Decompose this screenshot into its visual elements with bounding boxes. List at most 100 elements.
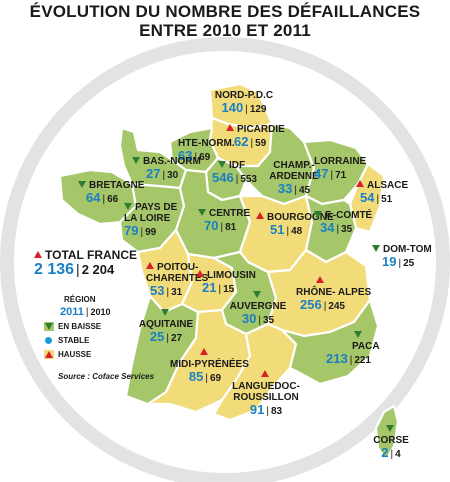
region-name: MIDI-PYRÉNÉES xyxy=(170,359,249,370)
region-label-idf: IDF 546 | 553 xyxy=(212,160,257,185)
region-label-aquitaine: AQUITAINE 25 | 27 xyxy=(136,308,196,346)
region-name: POITOU-CHARENTES xyxy=(146,262,209,284)
value-2010: 27 xyxy=(170,333,183,344)
legend-item-baisse: EN BAISSE xyxy=(44,322,102,332)
region-name: AQUITAINE xyxy=(138,319,194,330)
value-2011: 47 xyxy=(314,166,329,181)
legend-year-2010: 2010 xyxy=(90,307,111,317)
value-2011: 25 xyxy=(149,329,165,344)
value-2011: 546 xyxy=(212,170,234,185)
legend-baisse-label: EN BAISSE xyxy=(58,322,102,331)
region-name: NORD-P.D.C xyxy=(214,90,274,101)
value-2010: 15 xyxy=(223,284,235,295)
legend-swatch-green xyxy=(44,322,54,332)
value-2011: 33 xyxy=(277,181,293,196)
value-2010: 81 xyxy=(225,222,237,233)
region-name: CORSE xyxy=(373,435,409,446)
region-label-rhone-alpes: RHÔNE- ALPES 256 | 245 xyxy=(296,276,371,314)
trend-up-icon xyxy=(199,348,208,355)
region-label-bas-norm: BAS.-NORM 27 | 30 xyxy=(132,156,201,183)
region-label-bourgogne: BOURGOGNE 51 | 48 xyxy=(256,212,334,239)
value-2011: 79 xyxy=(124,223,139,238)
trend-down-icon xyxy=(372,245,380,252)
trend-up-icon xyxy=(146,262,154,269)
legend-region: RÉGION 2011 | 2010 xyxy=(60,295,111,318)
region-shapes xyxy=(58,82,400,462)
trend-down-icon xyxy=(160,309,169,316)
trend-down-icon xyxy=(314,211,322,218)
legend-swatch-blue xyxy=(44,336,54,346)
total-value-2010: 2 204 xyxy=(81,262,115,277)
title-line-2: ENTRE 2010 ET 2011 xyxy=(139,21,311,40)
value-2011: 62 xyxy=(234,134,249,149)
trend-down-icon xyxy=(252,291,261,298)
region-label-dom-tom: DOM-TOM 19 | 25 xyxy=(372,244,432,271)
region-name: CHAMP.-ARDENNE xyxy=(269,160,319,182)
region-name: ALSACE xyxy=(367,180,409,191)
value-2010: 51 xyxy=(381,194,393,205)
value-2010: 35 xyxy=(262,315,275,326)
region-label-nord-pdc: NORD-P.D.C 140 | 129 xyxy=(204,90,284,117)
region-label-pays-loire: PAYS DE LA LOIRE 79 | 99 xyxy=(124,202,178,238)
value-2010: 35 xyxy=(341,224,353,235)
value-2010: 245 xyxy=(328,301,345,312)
legend-year-2011: 2011 xyxy=(60,306,84,318)
value-2011: 51 xyxy=(270,222,285,237)
value-2011: 70 xyxy=(204,218,219,233)
region-shape-midi-pyrenees xyxy=(146,308,252,414)
trend-up-icon xyxy=(196,270,204,277)
trend-up-icon xyxy=(316,276,324,283)
value-2011: 256 xyxy=(300,297,322,312)
trend-up-icon xyxy=(226,124,234,131)
trend-down-icon xyxy=(218,161,226,168)
value-2010: 59 xyxy=(255,138,267,149)
region-label-alsace: ALSACE 54 | 51 xyxy=(356,180,408,207)
value-2010: 221 xyxy=(354,355,371,366)
value-2011: 54 xyxy=(360,190,375,205)
total-label: TOTAL FRANCE xyxy=(45,248,137,262)
region-label-limousin: LIMOUSIN 21 | 15 xyxy=(196,270,256,297)
region-name: F.-COMTÉ xyxy=(325,210,373,221)
value-2011: 85 xyxy=(188,369,204,384)
value-2010: 69 xyxy=(209,373,222,384)
value-2010: 25 xyxy=(403,258,415,269)
region-name: CENTRE xyxy=(209,208,251,219)
trend-up-icon xyxy=(256,212,264,219)
region-shape-alsace xyxy=(348,162,386,234)
trend-down-icon xyxy=(354,331,362,338)
region-label-picardie: PICARDIE 62 | 59 xyxy=(226,124,285,151)
region-name: BOURGOGNE xyxy=(267,212,334,223)
region-shape-paca xyxy=(280,298,380,386)
trend-up-icon xyxy=(356,180,364,187)
region-label-bretagne: BRETAGNE 64 | 66 xyxy=(78,180,144,207)
region-name: BRETAGNE xyxy=(89,180,145,191)
title-line-1: ÉVOLUTION DU NOMBRE DES DÉFAILLANCES xyxy=(29,2,421,21)
legend-hausse-label: HAUSSE xyxy=(58,350,92,359)
source-note: Source : Coface Services xyxy=(58,372,155,381)
value-2011: 53 xyxy=(150,283,165,298)
trend-down-icon xyxy=(198,209,206,216)
legend-stable-label: STABLE xyxy=(58,336,90,345)
region-label-f-comte: F.-COMTÉ 34 | 35 xyxy=(314,210,372,237)
value-2011: 213 xyxy=(326,351,348,366)
region-name: LORRAINE xyxy=(314,156,367,167)
value-2010: 553 xyxy=(240,174,257,185)
region-label-paca: PACA 213 | 221 xyxy=(326,330,380,368)
value-2010: 4 xyxy=(395,449,401,460)
region-name: HTE-NORM. xyxy=(178,138,235,149)
region-name: RHÔNE- ALPES xyxy=(296,287,372,298)
value-2011: 19 xyxy=(382,254,397,269)
legend-item-stable: STABLE xyxy=(44,336,90,346)
value-2010: 31 xyxy=(171,287,183,298)
value-2010: 45 xyxy=(298,185,311,196)
region-label-champ-ardenne: CHAMP.-ARDENNE 33 | 45 xyxy=(266,160,322,198)
value-2011: 34 xyxy=(320,220,335,235)
region-label-auvergne: AUVERGNE 30 | 35 xyxy=(228,290,288,328)
legend-item-hausse: HAUSSE xyxy=(44,350,92,360)
region-label-corse: CORSE 2 | 4 xyxy=(366,424,416,462)
trend-up-icon xyxy=(34,251,42,258)
region-name: BAS.-NORM xyxy=(143,156,201,167)
value-2010: 48 xyxy=(291,226,303,237)
